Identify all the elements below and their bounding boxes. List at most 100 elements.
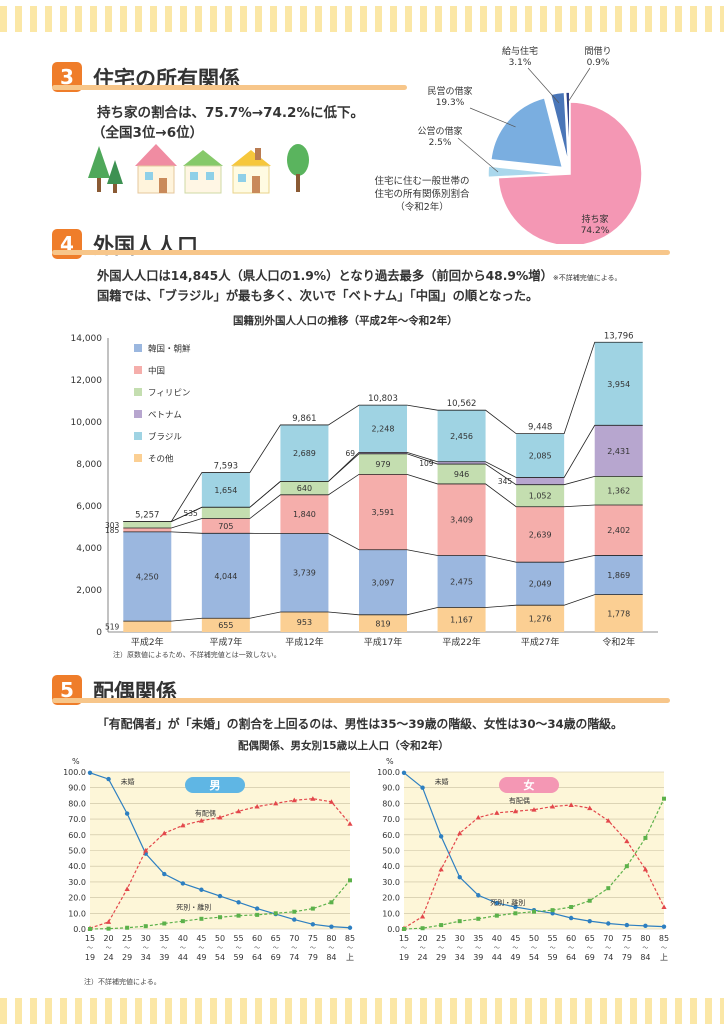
x-tick-group: 35 ～39 [159, 934, 169, 962]
x-tick-label: 平成22年 [442, 636, 480, 648]
data-point [199, 887, 204, 892]
x-tick-label-top: 85 [345, 934, 355, 943]
data-point [87, 770, 93, 775]
data-point [180, 881, 186, 886]
bar-segment [437, 555, 486, 608]
x-tick-label-bottom: 44 [492, 953, 502, 962]
pie-leader-line [469, 107, 516, 128]
y-tick-label: 80.0 [68, 799, 86, 808]
bar-segment [280, 533, 329, 612]
x-tick-label: 令和2年 [602, 636, 635, 648]
x-tick-group: 50 ～54 [529, 934, 539, 962]
data-point [587, 898, 592, 903]
x-tick-group: 35 ～39 [473, 934, 483, 962]
y-unit-label: % [72, 757, 80, 766]
lead-note: ※不詳補完値による。 [552, 274, 622, 282]
data-point [329, 900, 334, 905]
pie-label-name: 給与住宅 [502, 45, 538, 57]
data-point [662, 796, 666, 801]
bar-data-label: 2,402 [607, 526, 630, 535]
data-point [125, 925, 130, 930]
bar-segment [359, 405, 407, 453]
x-tick-tilde: ～ [494, 945, 500, 952]
y-tick-label: 0.0 [73, 925, 86, 934]
data-point [124, 886, 130, 891]
x-tick-label-bottom: 54 [529, 953, 539, 962]
y-tick-label: 80.0 [382, 799, 400, 808]
y-tick-label: 60.0 [68, 831, 86, 840]
x-tick-label-top: 50 [215, 934, 225, 943]
x-tick-tilde: ～ [642, 945, 648, 952]
x-tick-label: 平成17年 [364, 636, 402, 648]
x-tick-tilde: ～ [198, 945, 204, 952]
data-point [402, 927, 406, 931]
x-tick-group: 45 ～49 [196, 934, 206, 962]
y-tick-label: 60.0 [382, 831, 400, 840]
data-point [513, 911, 518, 916]
data-point [457, 919, 462, 924]
x-tick-label-top: 85 [659, 934, 669, 943]
bar-segment [359, 614, 407, 632]
x-tick-tilde: ～ [106, 945, 112, 952]
x-tick-label-top: 60 [252, 934, 262, 943]
bar-data-label: 1,840 [293, 510, 316, 519]
legend-swatch [134, 344, 142, 352]
x-tick-group: 65 ～69 [271, 934, 281, 962]
bar-data-label: 2,456 [450, 432, 473, 441]
bar-data-label: 345 [498, 477, 513, 486]
x-tick-group: 75 ～79 [308, 934, 318, 962]
bar-data-label: 2,689 [293, 449, 316, 458]
x-tick-label-top: 80 [640, 934, 650, 943]
x-tick-group: 40 ～44 [492, 934, 502, 962]
x-tick-tilde: ～ [87, 945, 93, 952]
bar-segment [437, 464, 486, 484]
pie-slice [490, 96, 564, 169]
x-tick-tilde: ～ [661, 945, 667, 952]
x-tick-label-bottom: 69 [271, 953, 281, 962]
bar-segment [516, 506, 565, 563]
x-tick-label-bottom: 49 [510, 953, 520, 962]
x-tick-label-bottom: 79 [308, 953, 318, 962]
data-point [106, 926, 111, 931]
x-tick-group: 80 ～84 [640, 934, 650, 962]
female-marital-line-chart: 0.0 10.0 20.0 30.0 40.0 50.0 60.0 70.0 80.0 90.0 1… [377, 757, 669, 962]
x-tick-group: 80 ～84 [326, 934, 336, 962]
x-tick-label-bottom: 34 [455, 953, 465, 962]
x-tick-label-bottom: 29 [122, 953, 132, 962]
data-point [476, 916, 481, 921]
bar-data-label: 655 [218, 621, 233, 630]
x-tick-label-top: 40 [178, 934, 188, 943]
x-tick-label-top: 25 [122, 934, 132, 943]
x-tick-tilde: ～ [401, 945, 407, 952]
series-annotation: 有配偶 [195, 808, 216, 817]
x-tick-label-bottom: 上 [660, 953, 668, 962]
bar-segment [594, 476, 643, 505]
pie-label-value: 2.5% [429, 138, 452, 148]
x-tick-label-top: 45 [196, 934, 206, 943]
x-tick-label-bottom: 39 [159, 953, 169, 962]
tree-icon [88, 146, 123, 193]
bar-segment [594, 425, 643, 477]
x-tick-group: 55 ～59 [233, 934, 243, 962]
bar-segment [359, 453, 407, 475]
x-tick-label-bottom: 59 [233, 953, 243, 962]
bar-data-label: 4,250 [136, 572, 159, 581]
bar-data-label: 109 [419, 459, 434, 468]
data-point [643, 835, 648, 840]
y-tick-label: 70.0 [382, 815, 400, 824]
data-point [512, 808, 519, 814]
x-tick-label-bottom: 74 [289, 953, 299, 962]
x-tick-group: 70 ～74 [603, 934, 613, 962]
series-annotation: 死別・離別 [490, 898, 525, 907]
legend-swatch [134, 454, 142, 462]
pie-label-value: 3.1% [509, 58, 532, 68]
bar-data-label: 3,739 [293, 569, 316, 578]
section-underline [52, 250, 670, 255]
legend-label: 韓国・朝鮮 [148, 344, 191, 355]
bar-segment [359, 549, 407, 615]
x-tick-tilde: ～ [438, 945, 444, 952]
bar-data-label: 2,085 [529, 452, 552, 461]
bar-data-label: 3,591 [372, 508, 395, 517]
